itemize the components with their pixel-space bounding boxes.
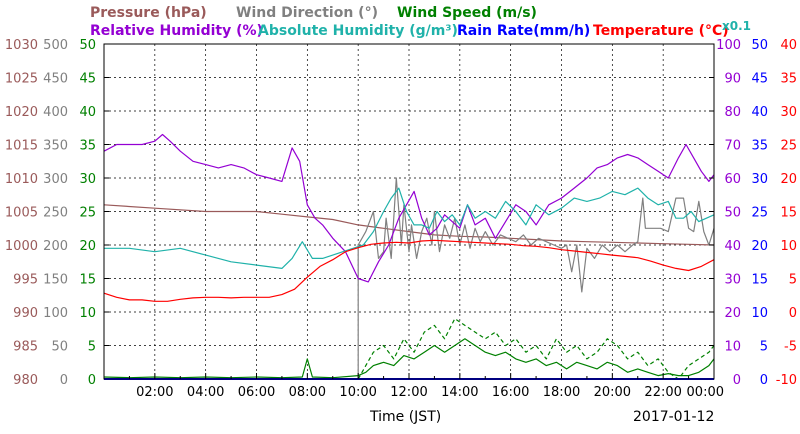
y-tick-pressure: 980 [13, 373, 38, 388]
x-axis-label: Time (JST) [369, 409, 441, 425]
y-tick-pressure: 1020 [5, 105, 38, 120]
axes: 1030102510201015101010051000995990985980… [5, 38, 797, 400]
y-tick-rain-rate: 0 [760, 373, 768, 388]
y-tick-temperature: 30 [780, 105, 797, 120]
series-absolute-humidity [104, 187, 715, 269]
y-tick-rain-rate: 20 [751, 239, 768, 254]
legend-rain-rate: Rain Rate(mm/h) [457, 23, 590, 39]
y-tick-temperature: -5 [784, 340, 797, 355]
series-wind-speed [103, 338, 715, 379]
y-tick-wind-direction: 300 [43, 172, 68, 187]
y-tick-rain-rate: 30 [751, 172, 768, 187]
y-tick-wind-speed: 45 [79, 72, 96, 87]
y-tick-pressure: 1015 [5, 139, 38, 154]
y-tick-temperature: 15 [780, 206, 797, 221]
series-pressure [103, 204, 715, 246]
x-tick-label: 00:00 [687, 385, 724, 400]
x-tick-label: 20:00 [594, 385, 631, 400]
y-tick-rain-rate: 50 [751, 38, 768, 53]
y-tick-rain-rate: 5 [760, 340, 768, 355]
y-tick-wind-speed: 50 [79, 38, 96, 53]
y-tick-rain-rate: 10 [751, 306, 768, 321]
y-tick-wind-speed: 0 [88, 373, 96, 388]
y-tick-relative-humidity: 90 [724, 72, 741, 87]
y-tick-relative-humidity: 30 [724, 273, 741, 288]
y-tick-wind-direction: 250 [43, 206, 68, 221]
x-tick-label: 18:00 [543, 385, 580, 400]
legend-abs-humidity-scale: x0.1 [722, 19, 751, 33]
x-tick-label: 22:00 [644, 385, 681, 400]
y-tick-wind-direction: 200 [43, 239, 68, 254]
y-tick-wind-speed: 40 [79, 105, 96, 120]
y-tick-wind-speed: 10 [79, 306, 96, 321]
y-tick-temperature: 10 [780, 239, 797, 254]
legend-relative-humidity: Relative Humidity (%) [90, 23, 263, 39]
y-tick-wind-direction: 500 [43, 38, 68, 53]
y-tick-wind-speed: 25 [79, 206, 96, 221]
series-wind-direction [357, 177, 715, 379]
y-tick-rain-rate: 25 [751, 206, 768, 221]
series-group [103, 133, 715, 380]
y-tick-temperature: 5 [789, 273, 797, 288]
series-wind-speed-gust [357, 318, 715, 380]
y-tick-relative-humidity: 10 [724, 340, 741, 355]
y-tick-rain-rate: 15 [751, 273, 768, 288]
x-tick-label: 02:00 [136, 385, 173, 400]
y-tick-relative-humidity: 70 [724, 139, 741, 154]
y-tick-pressure: 1010 [5, 172, 38, 187]
y-tick-relative-humidity: 80 [724, 105, 741, 120]
x-tick-label: 16:00 [492, 385, 529, 400]
x-tick-label: 08:00 [289, 385, 326, 400]
x-tick-label: 04:00 [187, 385, 224, 400]
y-tick-wind-speed: 35 [79, 139, 96, 154]
y-tick-relative-humidity: 0 [733, 373, 741, 388]
y-tick-wind-direction: 350 [43, 139, 68, 154]
y-tick-relative-humidity: 50 [724, 206, 741, 221]
y-tick-wind-speed: 20 [79, 239, 96, 254]
y-tick-pressure: 1005 [5, 206, 38, 221]
y-tick-temperature: 25 [780, 139, 797, 154]
y-tick-wind-direction: 100 [43, 306, 68, 321]
y-tick-pressure: 995 [13, 273, 38, 288]
y-tick-temperature: 40 [780, 38, 797, 53]
y-tick-wind-direction: 50 [51, 340, 68, 355]
y-tick-pressure: 985 [13, 340, 38, 355]
x-tick-label: 06:00 [238, 385, 275, 400]
legend-wind-speed: Wind Speed (m/s) [397, 5, 537, 21]
y-tick-pressure: 990 [13, 306, 38, 321]
legend-pressure: Pressure (hPa) [90, 5, 207, 21]
y-tick-wind-direction: 450 [43, 72, 68, 87]
y-tick-wind-speed: 30 [79, 172, 96, 187]
grid [104, 44, 714, 379]
y-tick-rain-rate: 45 [751, 72, 768, 87]
series-temperature [103, 239, 715, 302]
y-tick-wind-direction: 400 [43, 105, 68, 120]
y-tick-relative-humidity: 40 [724, 239, 741, 254]
x-tick-label: 10:00 [339, 385, 376, 400]
chart-date: 2017-01-12 [633, 409, 714, 425]
y-tick-temperature: 0 [789, 306, 797, 321]
y-tick-temperature: 20 [780, 172, 797, 187]
y-tick-relative-humidity: 20 [724, 306, 741, 321]
y-tick-wind-speed: 15 [79, 273, 96, 288]
y-tick-rain-rate: 40 [751, 105, 768, 120]
legend-wind-direction: Wind Direction (°) [236, 5, 378, 21]
y-tick-pressure: 1030 [5, 38, 38, 53]
y-tick-relative-humidity: 100 [716, 38, 741, 53]
y-tick-relative-humidity: 60 [724, 172, 741, 187]
y-tick-wind-direction: 0 [60, 373, 68, 388]
y-tick-wind-direction: 150 [43, 273, 68, 288]
x-tick-label: 14:00 [441, 385, 478, 400]
y-tick-pressure: 1000 [5, 239, 38, 254]
legend-absolute-humidity: Absolute Humidity (g/m³) [258, 23, 458, 39]
x-tick-label: 12:00 [390, 385, 427, 400]
y-tick-wind-speed: 5 [88, 340, 96, 355]
y-tick-temperature: -10 [776, 373, 797, 388]
y-tick-rain-rate: 35 [751, 139, 768, 154]
y-tick-pressure: 1025 [5, 72, 38, 87]
legend-temperature: Temperature (°C) [593, 23, 729, 39]
y-tick-temperature: 35 [780, 72, 797, 87]
